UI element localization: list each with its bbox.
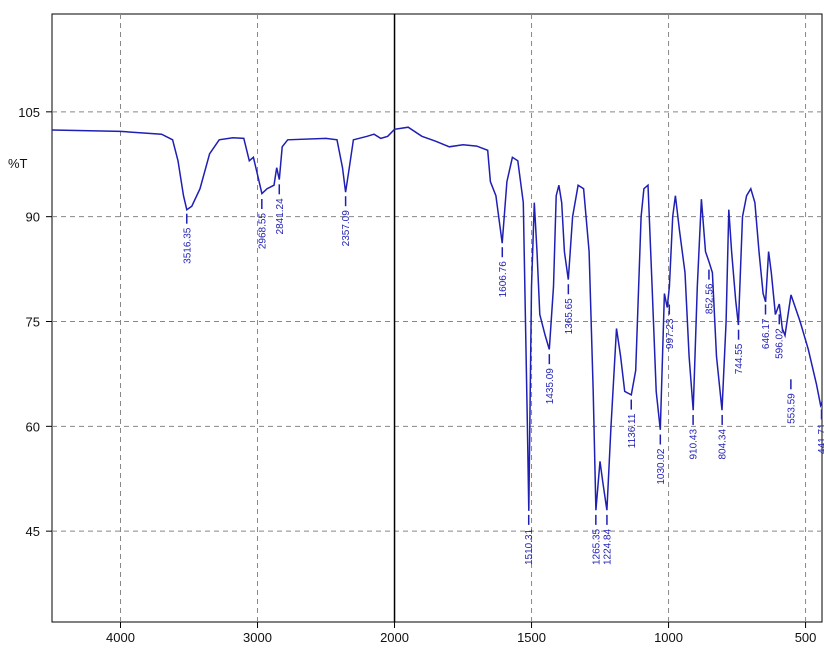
peak-label: 1265.35 (591, 528, 602, 565)
peak-label: 1136.11 (627, 413, 638, 448)
x-tick-label: 2000 (380, 630, 409, 645)
peak-label: 910.43 (689, 429, 700, 460)
peak-label: 1435.09 (545, 368, 556, 405)
peak-label: 3516.35 (182, 227, 193, 264)
peak-label: 2968.55 (257, 213, 268, 250)
y-tick-label: 45 (26, 524, 40, 539)
x-tick-label: 4000 (106, 630, 135, 645)
x-tick-label: 1000 (654, 630, 683, 645)
x-tick-label: 3000 (243, 630, 272, 645)
peak-label: 2841.24 (275, 198, 286, 235)
spectrum-line (51, 126, 823, 511)
peak-label: 596.02 (775, 328, 786, 359)
peak-label: 1224.84 (602, 528, 613, 565)
y-tick-label: 60 (26, 419, 40, 434)
peak-label: 2357.09 (341, 210, 352, 247)
peak-label: 441.71 (817, 423, 824, 454)
peak-label: 1606.76 (498, 261, 509, 298)
y-axis-label: %T (8, 156, 28, 171)
plot-frame (51, 13, 823, 623)
peak-label: 804.34 (718, 429, 729, 460)
x-tick-label: 500 (795, 630, 817, 645)
x-tick-label: 1500 (517, 630, 546, 645)
peak-label: 852.56 (704, 283, 715, 314)
peak-label: 744.55 (734, 343, 745, 374)
peak-label: 646.17 (761, 318, 772, 349)
peak-label: 1365.65 (564, 298, 575, 335)
peak-label: 1510.31 (524, 528, 535, 565)
y-tick-label: 75 (26, 314, 40, 329)
peak-label: 1030.02 (656, 448, 667, 485)
peak-label: 997.23 (665, 318, 676, 349)
y-tick-label: 90 (26, 210, 40, 225)
peak-label: 553.59 (786, 393, 797, 424)
y-tick-label: 105 (18, 105, 40, 120)
